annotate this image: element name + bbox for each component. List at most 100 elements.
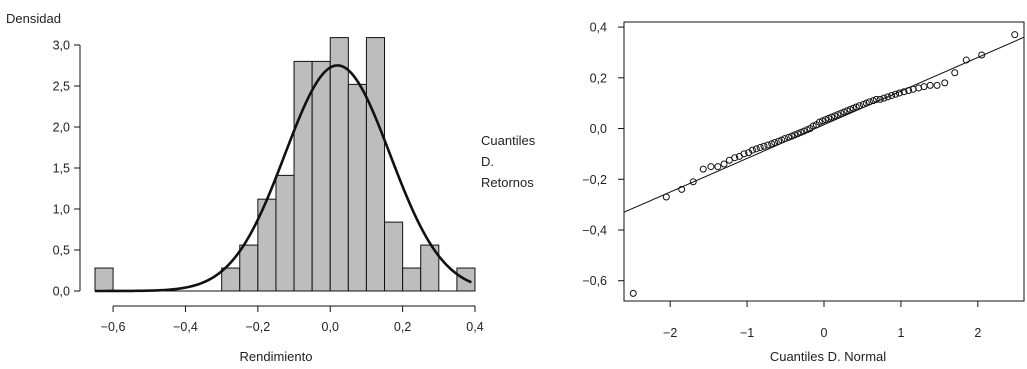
hist-x-tick-label: 0,4 <box>466 320 483 334</box>
qq-point <box>791 131 799 139</box>
histogram-bar <box>365 37 386 292</box>
qq-point <box>720 160 728 168</box>
qq-point <box>764 141 772 149</box>
qq-point <box>831 112 839 120</box>
qq-point <box>731 154 739 162</box>
qq-point <box>926 81 934 89</box>
hist-x-axis: −0,6 −0,4 −0,2 0,0 0,2 0,4 <box>101 305 484 334</box>
qq-x-tick-label: 1 <box>897 326 904 340</box>
qq-point <box>714 163 722 171</box>
qq-point <box>840 108 848 116</box>
qq-point <box>900 88 908 96</box>
qq-point <box>895 89 903 97</box>
qq-point <box>775 137 783 145</box>
qq-x-tick-label: −1 <box>740 326 754 340</box>
hist-y-tick-label: 2,0 <box>53 121 70 135</box>
qq-point <box>699 165 707 173</box>
qq-point <box>785 133 793 141</box>
qq-point <box>855 102 863 110</box>
qq-point <box>794 130 802 138</box>
qq-point <box>869 97 877 105</box>
qq-point <box>629 289 637 297</box>
qq-point <box>825 114 833 122</box>
histogram-panel: Densidad 0,00,51,01,52,02,53,0 −0,6 −0,4−… <box>6 11 484 364</box>
hist-x-tick-label: −0,2 <box>246 320 271 334</box>
qq-point <box>892 90 900 98</box>
qq-point <box>849 104 857 112</box>
qq-ylabel-line-3: Retornos <box>481 175 534 190</box>
hist-y-tick-label: 3,0 <box>53 39 70 53</box>
hist-y-tick-label: 0,0 <box>53 285 70 299</box>
qq-x-tick-label: 0 <box>821 326 828 340</box>
qq-point <box>748 146 756 154</box>
qq-point <box>800 127 808 135</box>
qq-point <box>689 178 697 186</box>
qq-point <box>852 103 860 111</box>
qq-x-axis: −2 −1 0 1 2 <box>663 301 981 340</box>
qq-point <box>760 142 768 150</box>
qq-point <box>888 92 896 100</box>
histogram-bar <box>239 244 259 292</box>
hist-x-tick-label: 0,0 <box>322 320 339 334</box>
histogram-bar <box>329 37 349 292</box>
qq-ylabel-line-1: Cuantiles <box>481 133 536 148</box>
hist-y-tick-label: 0,5 <box>53 244 70 258</box>
qq-y-tick-label: 0,2 <box>590 71 607 85</box>
qq-points <box>629 31 1019 297</box>
qq-y-axis: −0,6 −0,4 −0,2 0,0 0,2 0,4 <box>582 21 624 288</box>
histogram-bar <box>94 267 114 292</box>
histogram-bar <box>384 221 404 292</box>
hist-x-tick-label: −0,6 <box>101 320 126 334</box>
qq-x-tick-label: −2 <box>663 326 677 340</box>
qq-point <box>1011 31 1019 39</box>
qq-point <box>803 126 811 134</box>
histogram-bar <box>347 83 367 292</box>
hist-bars <box>94 37 476 292</box>
qq-plot-panel: Cuantiles D. Retornos −0,6 −0,4 −0,2 0,0 0,2… <box>481 21 1025 364</box>
qq-point <box>962 56 970 64</box>
histogram-bar <box>221 267 241 292</box>
qq-point <box>778 136 786 144</box>
qq-point <box>815 118 823 126</box>
qq-point <box>834 111 842 119</box>
qq-point <box>818 117 826 125</box>
qq-ylabel-line-2: D. <box>481 154 494 169</box>
qq-point <box>788 132 796 140</box>
qq-point <box>678 185 686 193</box>
histogram-bar <box>275 174 295 292</box>
qq-xlabel: Cuantiles D. Normal <box>770 349 886 364</box>
qq-point <box>859 100 867 108</box>
qq-point <box>768 140 776 148</box>
qq-point <box>662 193 670 201</box>
hist-y-tick-label: 1,0 <box>53 203 70 217</box>
qq-point <box>756 144 764 152</box>
hist-y-tick-label: 1,5 <box>53 162 70 176</box>
qq-point <box>809 122 817 130</box>
qq-point <box>876 95 884 103</box>
density-curve <box>95 64 472 293</box>
qq-point <box>740 150 748 158</box>
histogram-bar <box>402 267 422 292</box>
qq-point <box>822 116 830 124</box>
hist-x-tick-label: −0,4 <box>173 320 198 334</box>
qq-y-tick-label: 0,0 <box>590 122 607 136</box>
histogram-bar <box>311 60 331 292</box>
qq-point <box>880 94 888 102</box>
qq-point <box>951 69 959 77</box>
hist-x-tick-label: 0,2 <box>394 320 411 334</box>
qq-point <box>797 128 805 136</box>
qq-point <box>872 95 880 103</box>
qq-point <box>941 79 949 87</box>
hist-ylabel: Densidad <box>6 11 61 26</box>
qq-point <box>771 138 779 146</box>
qq-point <box>843 107 851 115</box>
qq-reference-line <box>623 36 1025 213</box>
hist-y-tick-label: 2,5 <box>53 80 70 94</box>
qq-point <box>837 109 845 117</box>
qq-point <box>978 51 986 59</box>
qq-point <box>865 98 873 106</box>
hist-xlabel: Rendimiento <box>240 349 313 364</box>
qq-x-tick-label: 2 <box>974 326 981 340</box>
qq-point <box>920 83 928 91</box>
